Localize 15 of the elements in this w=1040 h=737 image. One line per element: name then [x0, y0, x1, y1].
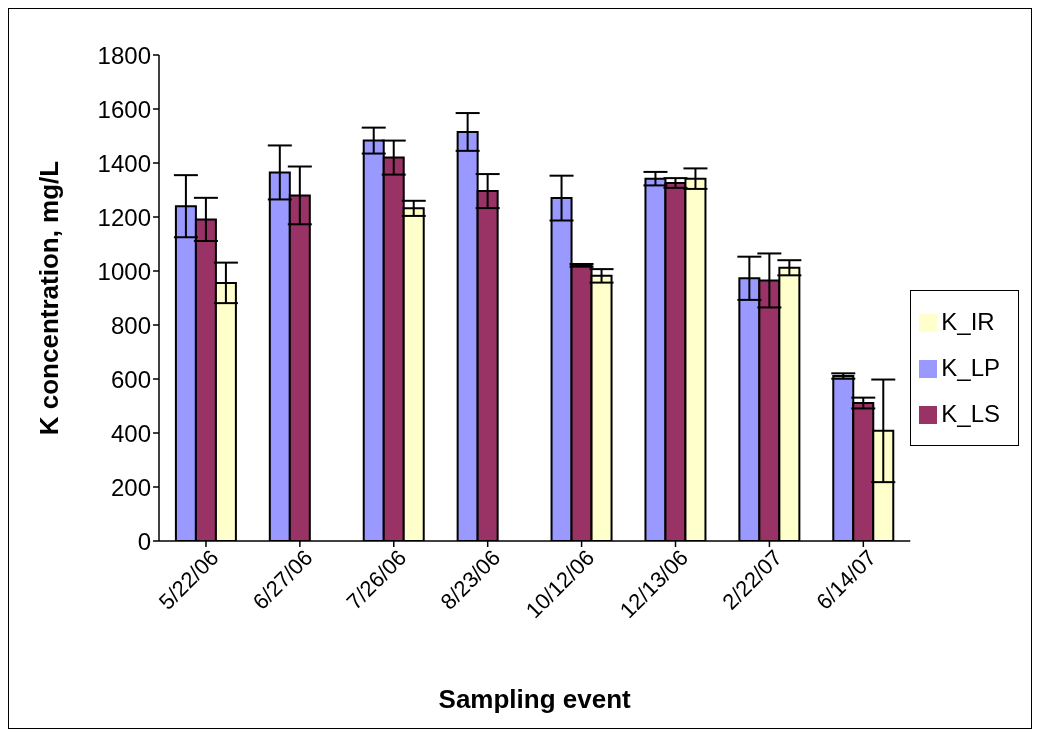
y-tick-label: 1800	[97, 41, 151, 69]
y-tick-label: 600	[110, 365, 151, 393]
y-tick-label: 1400	[97, 149, 151, 177]
y-tick-label: 1200	[97, 203, 151, 231]
x-axis-title: Sampling event	[438, 684, 632, 714]
y-axis-title: K concentration, mg/L	[34, 160, 65, 436]
y-tick-label: 1000	[97, 257, 151, 285]
y-tick-label: 1600	[97, 95, 151, 123]
legend-label: K_LP	[941, 353, 1000, 381]
y-tick-label: 800	[110, 311, 151, 339]
legend-label: K_IR	[941, 307, 995, 335]
y-tick-label: 0	[137, 527, 151, 555]
y-tick-label: 400	[110, 419, 151, 447]
y-tick-label: 200	[110, 473, 151, 501]
legend-label: K_LS	[941, 399, 1000, 427]
